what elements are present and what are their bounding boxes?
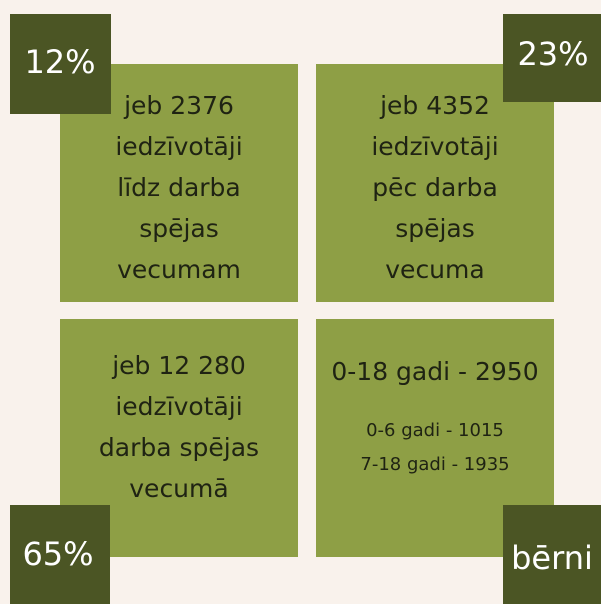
tile-line: vecumā xyxy=(129,474,228,503)
badge-text: bērni xyxy=(511,539,593,577)
badge-text: 12% xyxy=(24,43,95,81)
badge xyxy=(10,14,111,114)
tile-subline: 0-6 gadi - 1015 xyxy=(366,420,504,441)
tile xyxy=(316,64,554,302)
tile-subline: 7-18 gadi - 1935 xyxy=(360,454,509,475)
badge xyxy=(503,505,601,604)
tile-line: vecumam xyxy=(117,255,241,284)
tile-line: spējas xyxy=(139,214,219,243)
tile-line: pēc darba xyxy=(372,173,498,202)
badge-text: 23% xyxy=(517,35,588,73)
tile-line: vecuma xyxy=(385,255,484,284)
tile-line: jeb 2376 xyxy=(123,91,234,120)
tile-line: līdz darba xyxy=(117,173,241,202)
tile-line: spējas xyxy=(395,214,475,243)
tile-line: iedzīvotāji xyxy=(371,132,498,161)
tile-line: jeb 4352 xyxy=(379,91,490,120)
tile-line: jeb 12 280 xyxy=(111,351,246,380)
badge xyxy=(503,14,601,102)
badge xyxy=(10,505,110,604)
tile-line: 0-18 gadi - 2950 xyxy=(331,357,538,386)
tile-line: iedzīvotāji xyxy=(115,392,242,421)
tile-line: iedzīvotāji xyxy=(115,132,242,161)
tile-line: darba spējas xyxy=(99,433,259,462)
badge-text: 65% xyxy=(22,535,93,573)
